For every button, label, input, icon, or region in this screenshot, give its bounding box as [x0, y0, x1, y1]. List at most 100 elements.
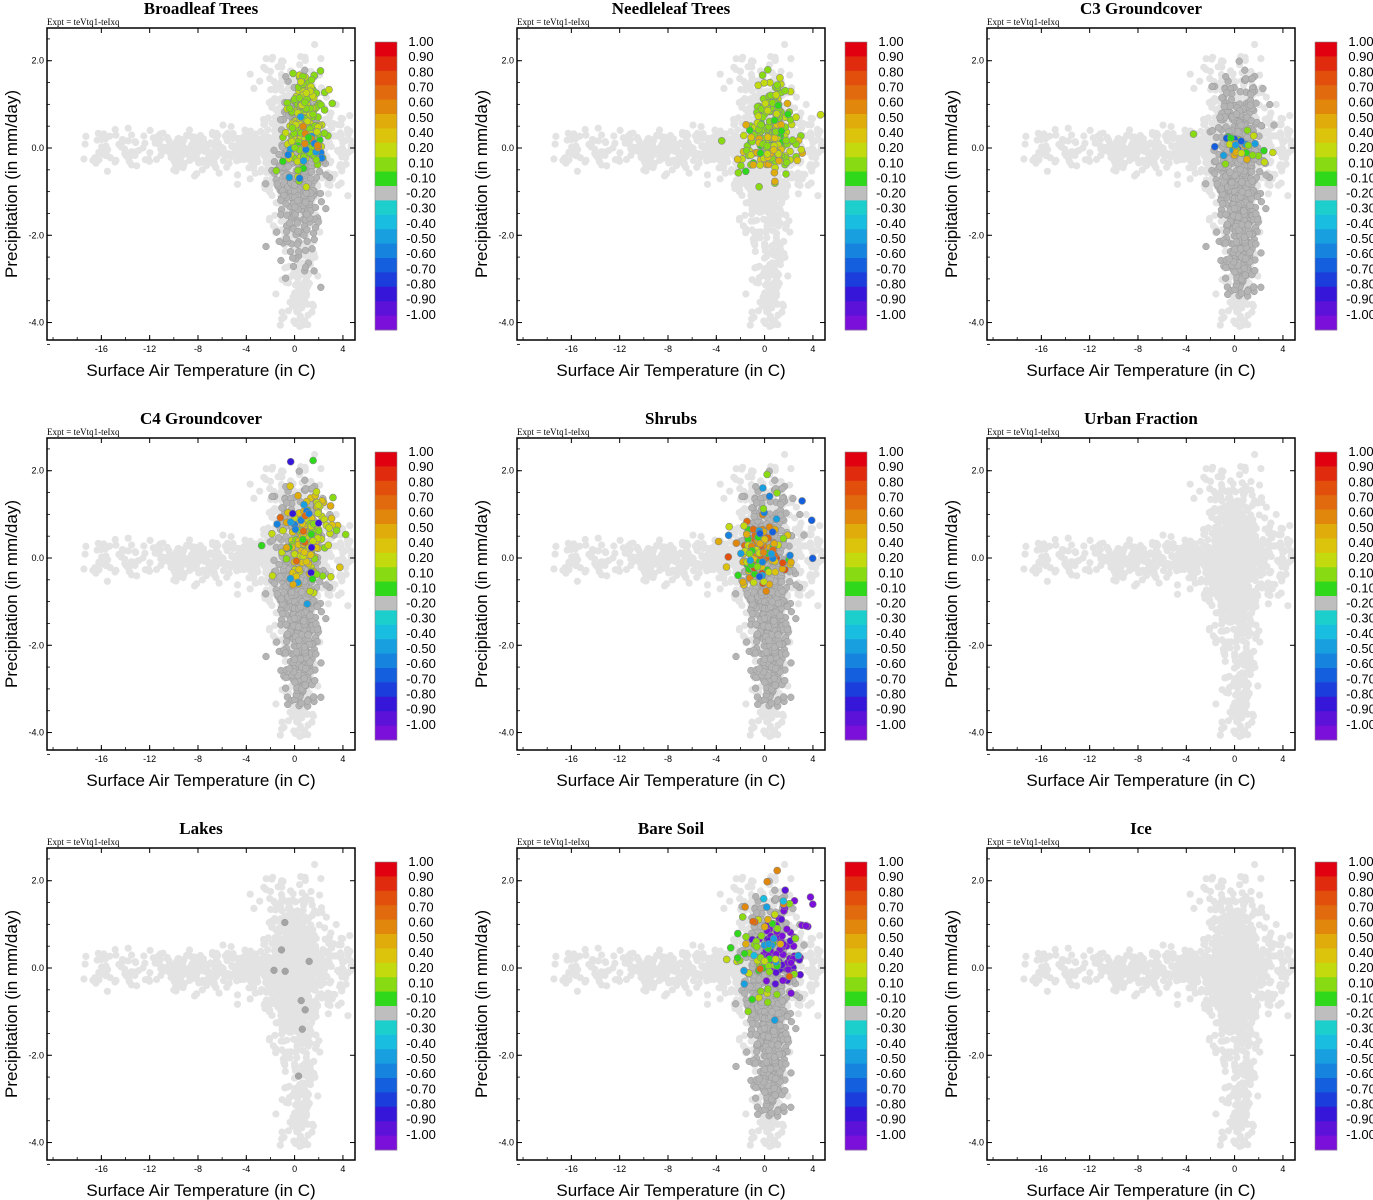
data-point	[732, 55, 740, 63]
data-point	[806, 162, 814, 171]
data-point	[748, 315, 756, 323]
data-point	[263, 160, 271, 168]
data-point	[193, 142, 201, 151]
data-point	[777, 67, 785, 76]
data-point	[812, 154, 820, 162]
data-point	[614, 155, 623, 163]
data-point	[682, 129, 691, 137]
colorbar-swatch	[845, 200, 867, 216]
data-point	[594, 137, 602, 145]
colorbar-label: -0.80	[406, 277, 436, 292]
data-point	[552, 132, 560, 140]
data-point	[588, 136, 597, 144]
data-point	[309, 110, 317, 119]
data-point	[773, 81, 782, 89]
chart-title: C3 Groundcover	[1080, 0, 1202, 18]
data-point	[663, 170, 671, 178]
data-point	[782, 158, 791, 167]
data-point	[787, 55, 795, 63]
data-point	[1251, 40, 1259, 49]
data-point	[763, 150, 772, 158]
data-point	[785, 217, 793, 225]
data-point	[786, 71, 794, 79]
data-point	[789, 130, 797, 138]
data-point	[189, 154, 197, 162]
data-point	[205, 155, 214, 163]
data-point	[269, 53, 277, 61]
data-point	[675, 155, 684, 163]
data-point	[642, 138, 650, 146]
data-point	[771, 177, 779, 186]
data-point	[633, 133, 642, 142]
data-point	[784, 272, 792, 280]
data-point	[317, 198, 326, 206]
data-point	[334, 121, 342, 129]
x-tick-label: 0	[762, 344, 767, 354]
data-point	[94, 129, 102, 137]
data-point	[317, 55, 325, 63]
data-point	[663, 142, 671, 151]
data-point	[346, 112, 354, 120]
data-point	[172, 138, 180, 146]
data-point	[742, 290, 750, 298]
data-point	[798, 124, 806, 132]
data-point	[231, 148, 240, 156]
colorbar-label: 0.70	[408, 80, 433, 95]
data-point	[281, 274, 290, 282]
data-point	[780, 181, 788, 189]
data-point	[756, 149, 765, 157]
data-point	[117, 143, 125, 151]
data-point	[777, 207, 785, 216]
data-point	[750, 191, 759, 199]
data-point	[726, 77, 734, 85]
data-point	[310, 235, 318, 244]
colorbar-label: -0.70	[876, 261, 906, 276]
data-point	[97, 135, 106, 143]
data-point	[715, 164, 723, 172]
colorbar-swatch	[375, 243, 397, 259]
colorbar-swatch	[845, 171, 867, 187]
colorbar-label: -0.20	[406, 186, 436, 201]
colorbar-label: 1.00	[408, 34, 433, 49]
data-point	[624, 132, 632, 140]
data-point	[770, 168, 779, 177]
data-point	[765, 248, 773, 256]
data-point	[285, 173, 294, 182]
data-point	[741, 86, 750, 94]
data-point	[564, 129, 572, 137]
data-point	[763, 222, 771, 230]
colorbar-swatch	[845, 128, 867, 144]
data-point	[281, 247, 289, 255]
data-point	[296, 113, 305, 121]
data-point	[282, 234, 291, 242]
data-point	[111, 158, 119, 166]
data-point	[300, 98, 309, 107]
data-point	[320, 106, 329, 114]
data-point	[793, 156, 802, 165]
data-point	[125, 153, 133, 161]
data-point	[763, 273, 771, 281]
colorbar-label: 1.00	[878, 34, 903, 49]
data-point	[317, 283, 325, 291]
data-point	[301, 278, 309, 286]
data-point	[277, 256, 285, 265]
data-point	[770, 116, 779, 125]
colorbar-label: 0.40	[878, 125, 903, 140]
data-point	[734, 169, 743, 177]
data-point	[650, 135, 658, 143]
data-point	[809, 145, 817, 153]
data-point	[778, 308, 786, 316]
data-point	[616, 126, 624, 134]
data-point	[698, 142, 706, 150]
scatter-points	[1020, 40, 1295, 330]
data-point	[603, 162, 611, 170]
colorbar-label: -0.20	[876, 186, 906, 201]
data-point	[311, 253, 319, 261]
data-point	[133, 162, 141, 170]
data-point	[301, 66, 309, 74]
data-point	[782, 211, 790, 219]
chart-title: Needleleaf Trees	[612, 0, 731, 18]
data-point	[763, 106, 772, 115]
colorbar-label: 0.10	[408, 155, 433, 170]
data-point	[719, 146, 727, 154]
